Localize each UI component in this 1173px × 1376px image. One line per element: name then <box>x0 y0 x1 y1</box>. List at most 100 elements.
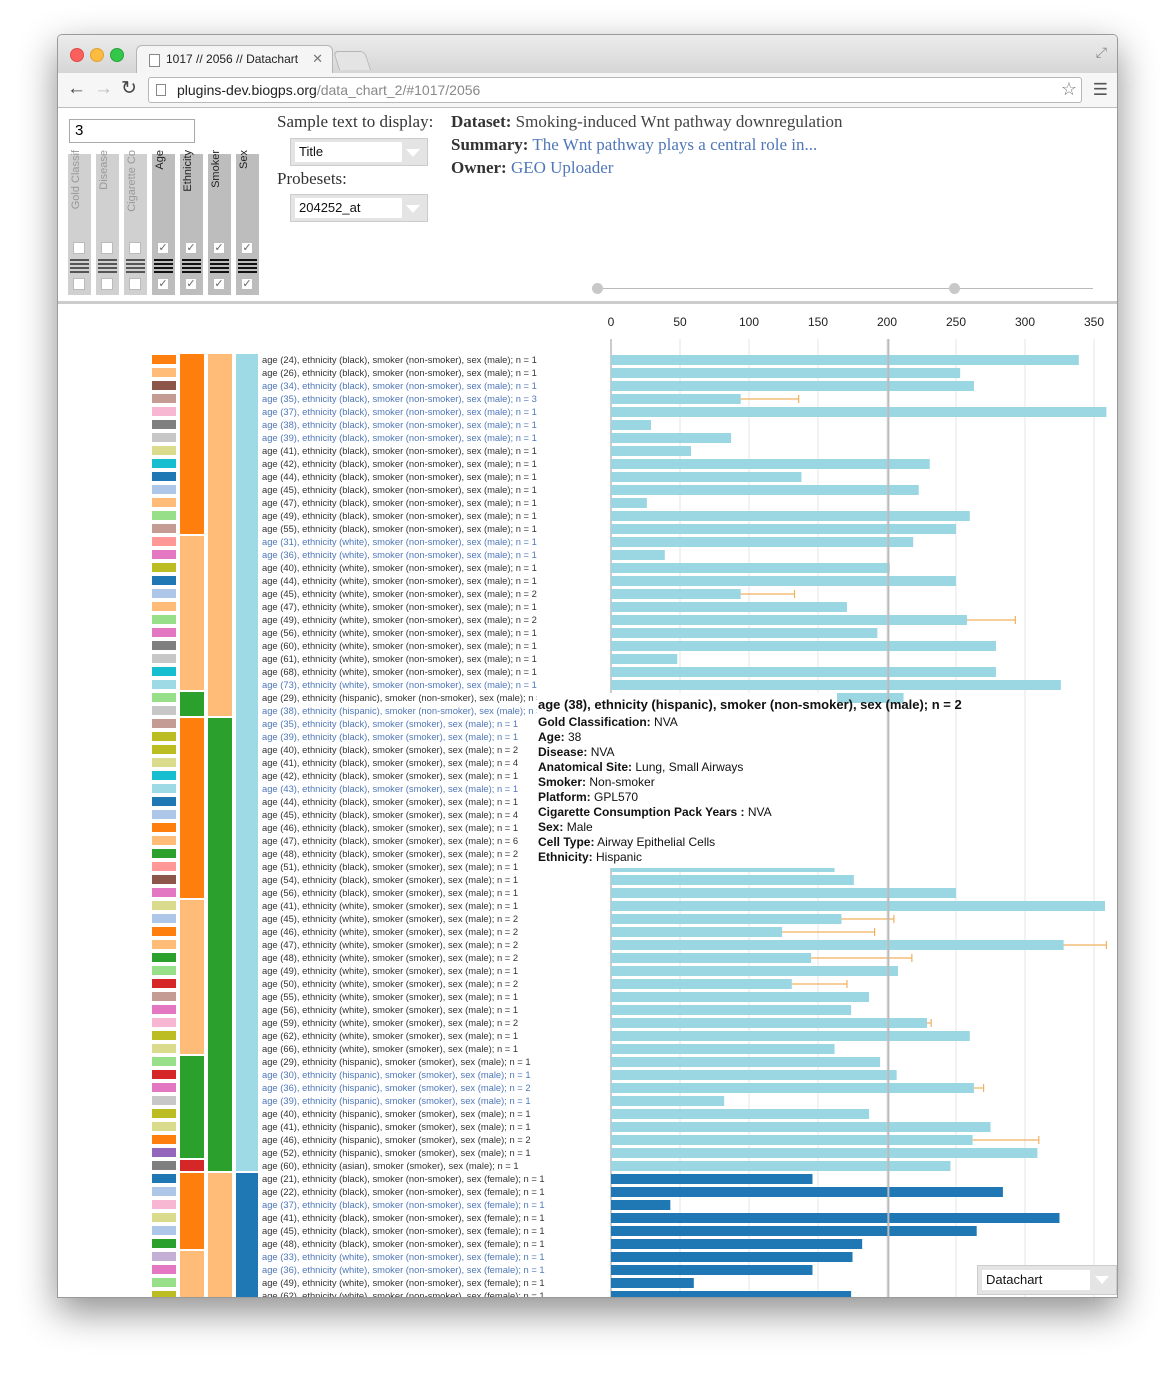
expression-bar[interactable] <box>611 368 961 378</box>
category-checkbox[interactable] <box>129 278 141 290</box>
expression-bar[interactable] <box>611 914 842 924</box>
range-slider-min-handle[interactable] <box>592 283 603 294</box>
minimize-window-icon[interactable] <box>90 48 104 62</box>
expression-bar[interactable] <box>611 940 1064 950</box>
expression-bar[interactable] <box>611 1083 974 1093</box>
category-checkbox[interactable] <box>73 242 85 254</box>
expression-bar[interactable] <box>611 1187 1003 1197</box>
sample-row-label[interactable]: age (35), ethnicity (black), smoker (smo… <box>262 718 518 729</box>
expression-bar[interactable] <box>611 1122 991 1132</box>
expression-bar[interactable] <box>611 875 854 885</box>
sample-row-label[interactable]: age (37), ethnicity (black), smoker (non… <box>262 1199 545 1210</box>
expression-bar[interactable] <box>611 446 692 456</box>
sample-row-label[interactable]: age (36), ethnicity (white), smoker (non… <box>262 549 537 560</box>
expression-bar[interactable] <box>611 602 847 612</box>
expression-bar[interactable] <box>611 498 647 508</box>
fullscreen-icon[interactable]: ⤢ <box>1095 44 1107 60</box>
bookmark-star-icon[interactable]: ☆ <box>1060 79 1077 99</box>
list-sort-icon[interactable] <box>126 259 145 273</box>
sample-row-label[interactable]: age (39), ethnicity (hispanic), smoker (… <box>262 1095 531 1106</box>
expression-bar[interactable] <box>611 394 741 404</box>
list-sort-icon[interactable] <box>238 259 257 273</box>
category-checkbox[interactable]: ✓ <box>185 242 197 254</box>
reload-icon[interactable]: ↻ <box>121 78 137 99</box>
sample-row-label[interactable]: age (39), ethnicity (black), smoker (smo… <box>262 731 518 742</box>
list-sort-icon[interactable] <box>210 259 229 273</box>
category-column-4[interactable]: Ethnicity ✓ ✓ <box>180 150 203 295</box>
expression-bar[interactable] <box>611 888 956 898</box>
expression-bar[interactable] <box>611 1226 977 1236</box>
expression-bar[interactable] <box>611 511 970 521</box>
expression-bar[interactable] <box>611 485 919 495</box>
expression-bar[interactable] <box>611 615 968 625</box>
category-checkbox[interactable]: ✓ <box>213 278 225 290</box>
expression-bar[interactable] <box>611 459 930 469</box>
expression-bar[interactable] <box>611 641 997 651</box>
sample-row-label[interactable]: age (35), ethnicity (black), smoker (non… <box>262 393 537 404</box>
expression-bar[interactable] <box>611 1005 852 1015</box>
summary-link[interactable]: The Wnt pathway plays a central role in.… <box>532 135 818 154</box>
range-slider-max-handle[interactable] <box>949 283 960 294</box>
expression-bar[interactable] <box>611 472 802 482</box>
expression-bar[interactable] <box>611 563 890 573</box>
expression-bar[interactable] <box>611 1278 694 1288</box>
expression-bar[interactable] <box>611 1070 897 1080</box>
expression-bar[interactable] <box>611 992 870 1002</box>
category-column-5[interactable]: Smoker ✓ ✓ <box>208 150 231 295</box>
list-sort-icon[interactable] <box>182 259 201 273</box>
list-sort-icon[interactable] <box>154 259 173 273</box>
expression-bar[interactable] <box>611 901 1106 911</box>
back-arrow-icon[interactable]: ← <box>67 78 86 99</box>
number-input[interactable]: 3 <box>69 119 195 143</box>
address-bar[interactable]: plugins-dev.biogps.org/data_chart_2/#101… <box>148 77 1082 103</box>
category-column-6[interactable]: Sex ✓ ✓ <box>236 150 259 295</box>
list-sort-icon[interactable] <box>98 259 117 273</box>
expression-bar[interactable] <box>611 1252 853 1262</box>
new-tab-button[interactable] <box>332 51 372 70</box>
sample-text-select[interactable]: Title <box>290 138 428 166</box>
expression-bar[interactable] <box>611 1135 973 1145</box>
expression-bar[interactable] <box>611 1213 1060 1223</box>
expression-bar[interactable] <box>611 628 878 638</box>
expression-bar[interactable] <box>611 589 741 599</box>
sample-row-label[interactable]: age (34), ethnicity (black), smoker (non… <box>262 380 537 391</box>
category-checkbox[interactable]: ✓ <box>241 242 253 254</box>
category-checkbox[interactable]: ✓ <box>185 278 197 290</box>
hamburger-menu-icon[interactable]: ☰ <box>1092 80 1108 99</box>
expression-bar[interactable] <box>611 381 974 391</box>
category-checkbox[interactable]: ✓ <box>157 278 169 290</box>
sample-row-label[interactable]: age (73), ethnicity (white), smoker (non… <box>262 679 537 690</box>
range-slider-track[interactable] <box>598 288 1093 289</box>
sample-row-label[interactable]: age (30), ethnicity (hispanic), smoker (… <box>262 1069 531 1080</box>
sample-row-label[interactable]: age (39), ethnicity (black), smoker (non… <box>262 432 537 443</box>
sample-row-label[interactable]: age (37), ethnicity (black), smoker (non… <box>262 406 537 417</box>
category-column-0[interactable]: Gold Classif <box>68 150 91 295</box>
browser-tab[interactable]: 1017 // 2056 // Datachart ✕ <box>136 45 333 74</box>
category-checkbox[interactable]: ✓ <box>157 242 169 254</box>
expression-bar[interactable] <box>611 433 732 443</box>
sample-row-label[interactable]: age (43), ethnicity (black), smoker (smo… <box>262 783 518 794</box>
expression-bar[interactable] <box>611 1239 863 1249</box>
category-checkbox[interactable] <box>129 242 141 254</box>
sample-row-label[interactable]: age (38), ethnicity (black), smoker (non… <box>262 419 537 430</box>
expression-bar[interactable] <box>611 355 1079 365</box>
expression-bar[interactable] <box>611 1148 1038 1158</box>
expression-bar[interactable] <box>611 576 956 586</box>
expression-bar[interactable] <box>611 667 997 677</box>
probeset-select[interactable]: 204252_at <box>290 194 428 222</box>
category-checkbox[interactable] <box>101 242 113 254</box>
category-checkbox[interactable] <box>73 278 85 290</box>
sample-row-label[interactable]: age (36), ethnicity (white), smoker (non… <box>262 1264 545 1275</box>
expression-bar[interactable] <box>611 1109 870 1119</box>
expression-bar[interactable] <box>611 953 812 963</box>
category-checkbox[interactable]: ✓ <box>213 242 225 254</box>
list-sort-icon[interactable] <box>70 259 89 273</box>
sample-row-label[interactable]: age (36), ethnicity (hispanic), smoker (… <box>262 1082 531 1093</box>
expression-bar[interactable] <box>611 966 899 976</box>
sample-row-label[interactable]: age (33), ethnicity (white), smoker (non… <box>262 1251 545 1262</box>
expression-bar[interactable] <box>611 550 665 560</box>
expression-bar[interactable] <box>611 1200 671 1210</box>
expression-bar[interactable] <box>611 420 652 430</box>
expression-bar[interactable] <box>611 654 678 664</box>
owner-link[interactable]: GEO Uploader <box>510 158 614 177</box>
